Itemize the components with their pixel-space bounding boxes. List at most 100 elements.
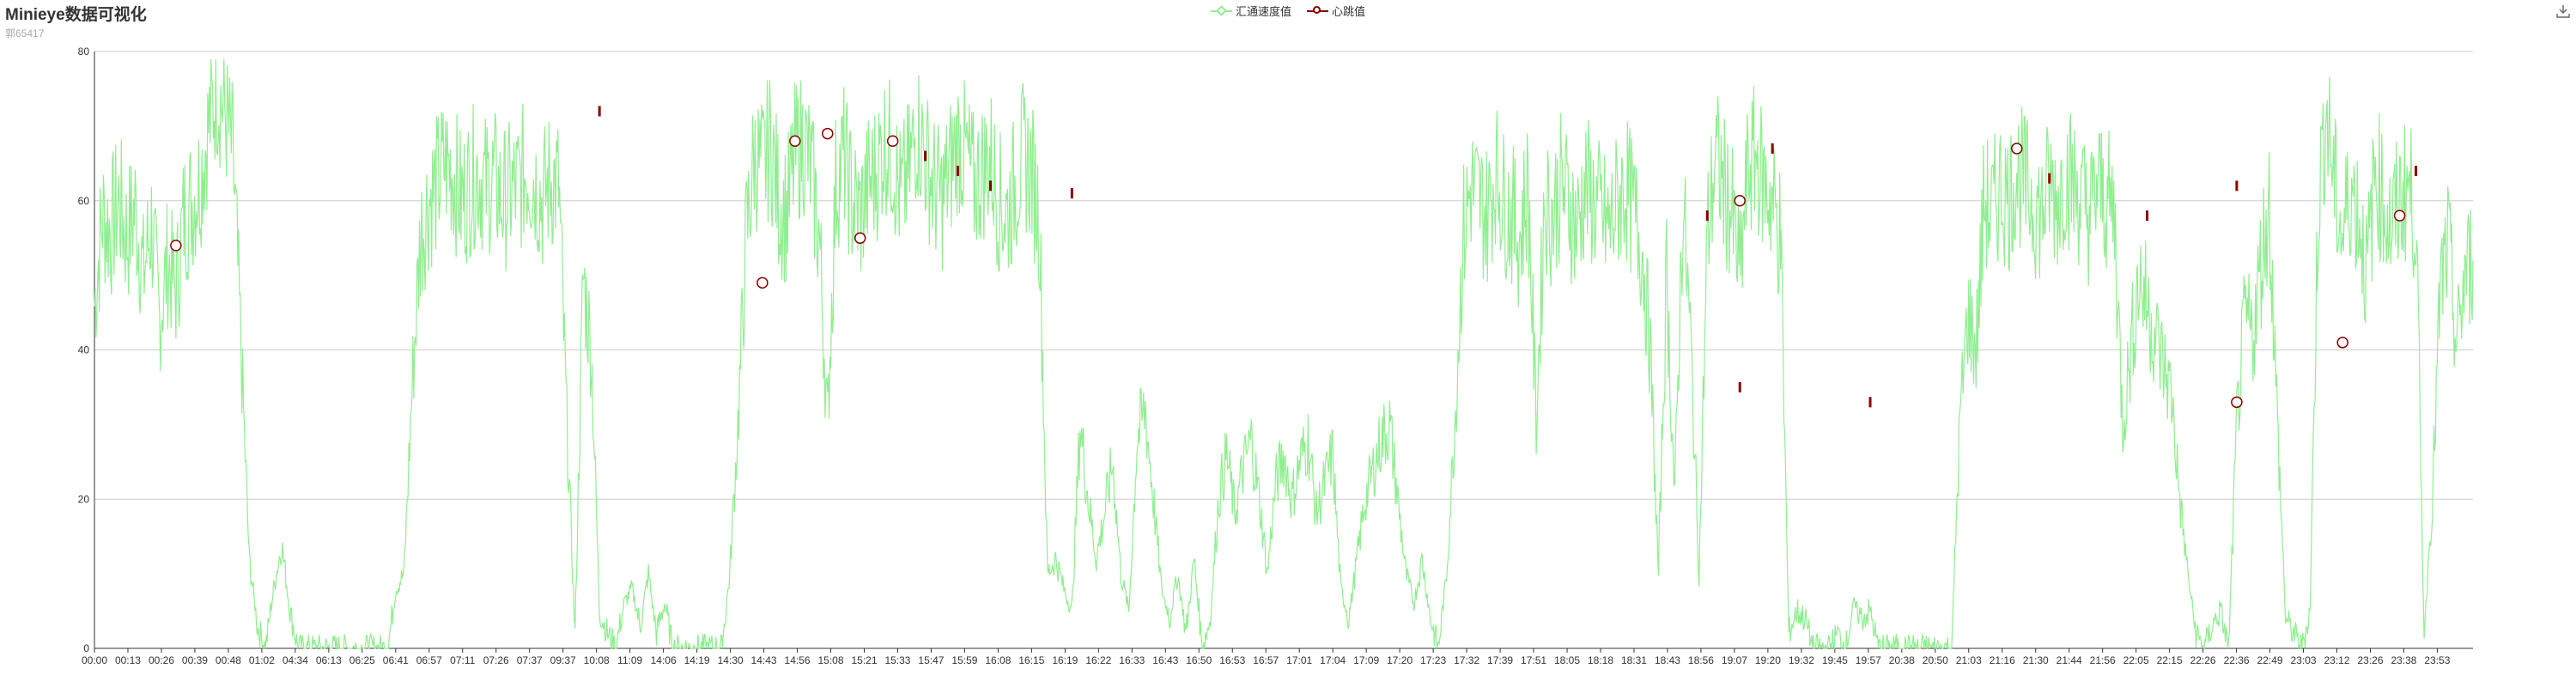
heart-point (854, 232, 866, 244)
x-tick-label: 00:00 (82, 654, 107, 666)
heart-point (2393, 210, 2406, 222)
x-tick-label: 06:25 (349, 654, 375, 666)
x-tick-label: 00:26 (149, 654, 174, 666)
x-tick-label: 23:03 (2291, 654, 2317, 666)
heart-point (2011, 143, 2023, 155)
heart-point (2231, 396, 2243, 409)
heart-bar (957, 166, 960, 176)
x-tick-label: 16:53 (1219, 654, 1245, 666)
legend-speed-label: 汇通速度值 (1235, 5, 1291, 18)
x-tick-label: 07:11 (450, 654, 475, 666)
x-tick-label: 20:50 (1923, 654, 1948, 666)
heart-bar (1705, 210, 1709, 222)
x-tick-label: 21:03 (1956, 654, 1982, 666)
x-tick-label: 22:26 (2190, 654, 2216, 666)
x-tick-label: 22:49 (2257, 654, 2283, 666)
heart-bar (1738, 381, 1741, 392)
x-tick-label: 16:15 (1018, 654, 1044, 666)
x-tick-label: 17:01 (1286, 654, 1312, 666)
series-heart (170, 106, 2418, 409)
legend-heart-label: 心跳值 (1332, 5, 1366, 18)
page-title: Minieye数据可视化 (5, 6, 147, 24)
x-tick-label: 17:20 (1387, 654, 1413, 666)
x-tick-label: 18:31 (1621, 654, 1647, 666)
legend-item-speed[interactable]: 汇通速度值 (1210, 3, 1291, 19)
legend-item-heart[interactable]: 心跳值 (1307, 3, 1365, 19)
heart-bar (598, 106, 601, 117)
x-tick-label: 17:39 (1487, 654, 1513, 666)
x-tick-label: 14:19 (684, 654, 710, 666)
x-tick-label: 07:37 (517, 654, 543, 666)
x-tick-label: 15:47 (918, 654, 944, 666)
heart-bar (924, 150, 927, 161)
y-tick-label: 0 (83, 642, 89, 654)
heart-bar (2235, 180, 2239, 192)
x-tick-label: 09:37 (550, 654, 576, 666)
heart-point (1734, 195, 1746, 207)
x-axis: 00:00 00:13 00:26 00:39 00:48 01:02 04:34 06:13… (82, 648, 2451, 666)
heart-bar (1070, 188, 1073, 199)
x-tick-label: 21:30 (2023, 654, 2049, 666)
series-speed (94, 58, 2474, 651)
x-tick-label: 15:21 (851, 654, 877, 666)
x-tick-label: 20:38 (1889, 654, 1915, 666)
heart-point (886, 135, 899, 147)
heart-bar (2146, 210, 2149, 222)
x-tick-label: 00:48 (216, 654, 241, 666)
x-tick-label: 19:57 (1856, 654, 1881, 666)
x-tick-label: 01:02 (249, 654, 275, 666)
heart-point (2336, 337, 2348, 349)
x-tick-label: 06:13 (316, 654, 342, 666)
x-tick-label: 16:50 (1186, 654, 1212, 666)
x-tick-label: 21:56 (2090, 654, 2116, 666)
x-tick-label: 11:09 (617, 654, 642, 666)
heart-bar (1868, 397, 1872, 408)
x-tick-label: 15:59 (951, 654, 977, 666)
heart-point (822, 127, 834, 140)
x-tick-label: 19:07 (1722, 654, 1747, 666)
x-tick-label: 15:08 (817, 654, 843, 666)
x-tick-label: 06:57 (416, 654, 442, 666)
grid-lines (94, 51, 2473, 649)
x-tick-label: 23:38 (2391, 654, 2416, 666)
x-tick-label: 15:33 (884, 654, 910, 666)
x-tick-label: 22:15 (2157, 654, 2183, 666)
x-tick-label: 18:56 (1688, 654, 1714, 666)
heart-bar (2048, 173, 2051, 184)
heart-point (789, 135, 801, 147)
speed-line (94, 58, 2474, 651)
heart-bar (2415, 166, 2418, 176)
x-tick-label: 18:05 (1554, 654, 1580, 666)
y-tick-label: 20 (78, 493, 90, 505)
legend-heart-swatch-icon (1307, 5, 1328, 17)
x-tick-label: 06:41 (383, 654, 409, 666)
x-tick-label: 22:05 (2123, 654, 2149, 666)
x-tick-label: 19:20 (1755, 654, 1781, 666)
x-tick-label: 14:56 (785, 654, 811, 666)
x-tick-label: 17:51 (1521, 654, 1546, 666)
x-tick-label: 17:09 (1353, 654, 1379, 666)
y-tick-label: 40 (78, 344, 90, 356)
x-tick-label: 14:06 (651, 654, 677, 666)
x-tick-label: 17:32 (1454, 654, 1479, 666)
heart-bar (1771, 143, 1774, 154)
x-tick-label: 17:23 (1420, 654, 1446, 666)
x-tick-label: 10:08 (584, 654, 610, 666)
x-tick-label: 23:12 (2324, 654, 2350, 666)
heart-bar (988, 180, 992, 192)
y-tick-label: 60 (78, 195, 90, 207)
x-tick-label: 18:18 (1588, 654, 1613, 666)
x-tick-label: 16:22 (1085, 654, 1111, 666)
x-tick-label: 04:34 (283, 654, 308, 666)
x-tick-label: 18:43 (1655, 654, 1680, 666)
x-tick-label: 17:04 (1320, 654, 1346, 666)
heart-point (170, 240, 182, 252)
x-tick-label: 22:36 (2224, 654, 2250, 666)
y-tick-label: 80 (78, 46, 90, 58)
x-tick-label: 14:30 (718, 654, 744, 666)
download-icon[interactable] (2555, 3, 2571, 19)
x-tick-label: 19:32 (1789, 654, 1814, 666)
x-tick-label: 16:19 (1052, 654, 1078, 666)
x-tick-label: 16:08 (985, 654, 1011, 666)
